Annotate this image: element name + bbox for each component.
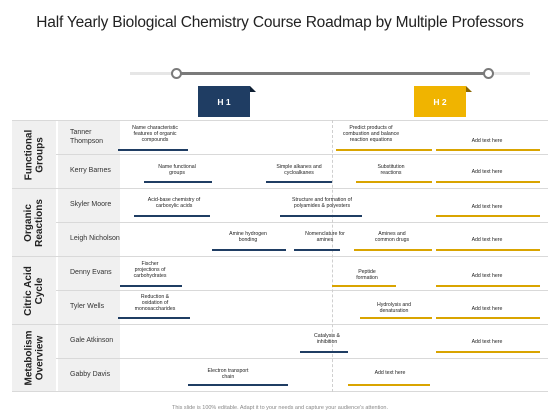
task-label: Add text here — [471, 306, 503, 312]
task-bar — [356, 181, 432, 183]
task-bar — [436, 351, 540, 353]
task-bar — [436, 215, 540, 217]
task-bar — [436, 149, 540, 151]
task-bar — [336, 149, 432, 151]
grid-line — [12, 290, 548, 291]
task-label: Acid-base chemistry of carboxylic acids — [147, 197, 201, 210]
task-bar — [300, 351, 348, 353]
task-label: Hydrolysis and denaturation — [376, 302, 412, 315]
task-bar — [436, 285, 540, 287]
half-2-badge: H 2 — [414, 86, 472, 117]
timeline-span — [176, 72, 489, 75]
task-label: Reduction & oxidation of monosaccharides — [134, 294, 176, 313]
task-label: Amine hydrogen bonding — [229, 231, 267, 244]
grid-line — [12, 188, 548, 189]
professor-name: Tanner Thompson — [58, 121, 120, 154]
task-label: Catalysis & inhibition — [314, 333, 340, 346]
task-label: Peptide formation — [356, 269, 378, 282]
task-bar — [118, 149, 188, 151]
half-1-badge: H 1 — [198, 86, 256, 117]
task-bar — [266, 181, 332, 183]
task-bar — [118, 317, 190, 319]
task-bar — [436, 249, 540, 251]
timeline-start-dot — [171, 68, 182, 79]
task-bar — [212, 249, 286, 251]
task-label: Name functional groups — [158, 164, 196, 177]
group-functional-groups: Functional Groups — [12, 121, 56, 188]
grid-line — [12, 324, 548, 325]
grid-line — [12, 358, 548, 359]
task-bar — [436, 317, 540, 319]
professor-name: Skyler Moore — [58, 189, 120, 222]
task-label: Predict products of combustion and balan… — [342, 125, 400, 144]
roadmap-grid: Functional Groups Organic Reactions Citric… — [12, 120, 548, 392]
task-label: Add text here — [471, 138, 503, 144]
task-label: Add text here — [374, 370, 406, 376]
task-label: Add text here — [471, 273, 503, 279]
task-label: Add text here — [471, 169, 503, 175]
timeline-end-dot — [483, 68, 494, 79]
task-label: Fischer projections of carbohydrates — [133, 261, 167, 280]
grid-line — [12, 222, 548, 223]
task-label: Simple alkanes and cycloalkanes — [276, 164, 322, 177]
task-bar — [360, 317, 432, 319]
task-bar — [294, 249, 340, 251]
group-label-line: Organic — [23, 203, 35, 242]
group-label-line: Reactions — [34, 198, 46, 247]
group-organic-reactions: Organic Reactions — [12, 189, 56, 256]
task-label: Amines and common drugs — [374, 231, 410, 244]
group-label-line: Groups — [34, 136, 45, 173]
group-citric-acid-cycle: Citric Acid Cycle — [12, 257, 56, 324]
group-label-line: Overview — [34, 335, 46, 381]
task-bar — [144, 181, 212, 183]
task-label: Add text here — [471, 237, 503, 243]
footer-note: This slide is 100% editable. Adapt it to… — [172, 405, 388, 411]
professor-name: Gabby Davis — [58, 359, 120, 391]
group-label-line: Cycle — [34, 277, 46, 304]
professor-name: Kerry Barnes — [58, 155, 120, 188]
page-title: Half Yearly Biological Chemistry Course … — [36, 14, 524, 31]
grid-line — [12, 120, 548, 121]
task-bar — [188, 384, 288, 386]
task-label: Add text here — [471, 339, 503, 345]
grid-line — [12, 256, 548, 257]
task-label: Name characteristic features of organic … — [132, 125, 178, 144]
task-bar — [436, 181, 540, 183]
task-label: Electron transport chain — [207, 368, 249, 381]
professor-name: Denny Evans — [58, 257, 120, 290]
task-bar — [120, 285, 182, 287]
task-bar — [354, 249, 432, 251]
half-divider — [332, 120, 333, 392]
task-bar — [280, 215, 362, 217]
task-label: Nomenclature for amines — [305, 231, 345, 244]
group-label-line: Citric Acid — [23, 265, 35, 316]
task-bar — [348, 384, 430, 386]
task-bar — [332, 285, 396, 287]
group-label-line: Functional — [23, 129, 34, 180]
grid-line — [12, 391, 548, 392]
professor-name: Tyler Wells — [58, 291, 120, 324]
professor-name: Gale Atkinson — [58, 325, 120, 358]
group-metabolism-overview: Metabolism Overview — [12, 325, 56, 391]
task-label: Add text here — [471, 204, 503, 210]
professor-name: Leigh Nicholson — [58, 223, 120, 256]
grid-line — [12, 154, 548, 155]
task-label: Substitution reactions — [377, 164, 405, 177]
task-label: Structure and formation of polyamides & … — [292, 197, 352, 210]
group-label-line: Metabolism — [23, 330, 35, 386]
task-bar — [134, 215, 210, 217]
